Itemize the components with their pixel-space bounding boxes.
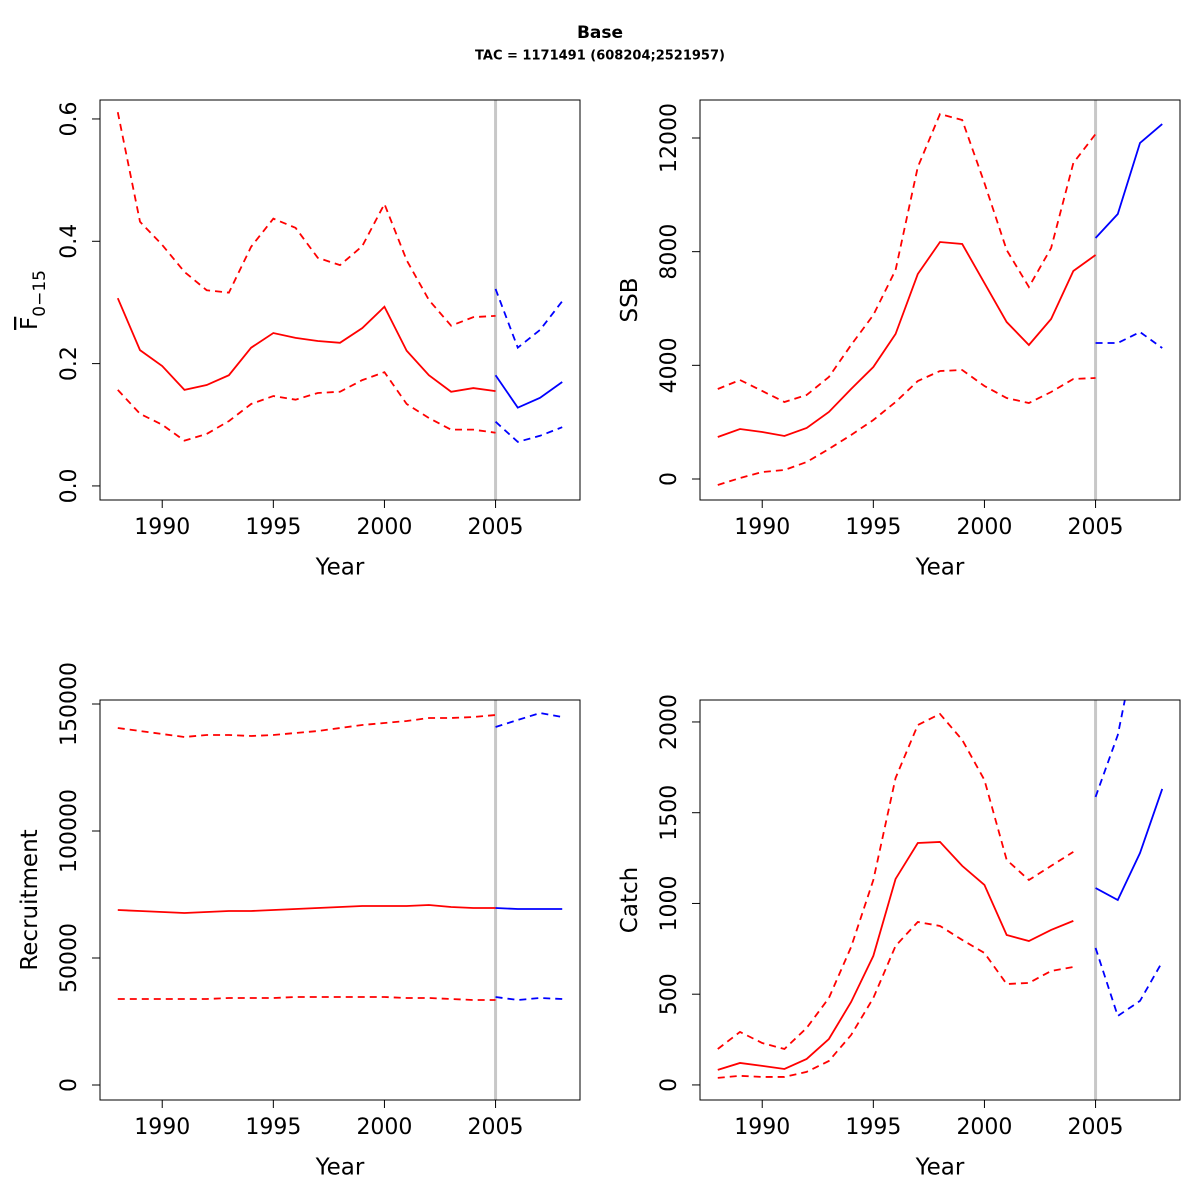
x-axis-label: Year bbox=[315, 555, 365, 581]
x-tick-label: 1990 bbox=[134, 515, 190, 540]
x-tick-label: 2005 bbox=[1068, 1115, 1124, 1140]
figure-title: Base bbox=[577, 23, 623, 43]
series-line bbox=[717, 712, 1074, 1051]
y-axis-label-sub: 0−15 bbox=[30, 270, 50, 317]
x-tick-label: 1995 bbox=[845, 515, 901, 540]
y-axis-label: F0−15 bbox=[17, 270, 51, 330]
y-tick-label: 8000 bbox=[657, 224, 682, 280]
x-tick-label: 1990 bbox=[734, 1115, 790, 1140]
x-tick-label: 1990 bbox=[734, 515, 790, 540]
y-tick-label: 0.4 bbox=[57, 224, 82, 259]
series-line bbox=[1094, 123, 1163, 239]
x-axis-label: Year bbox=[915, 1155, 965, 1181]
panel: 1990 1995 2000 2005 Year 0 4000 8000 12000 SSB bbox=[617, 99, 1181, 581]
series-line bbox=[117, 904, 496, 914]
y-axis-label-main: F bbox=[17, 317, 43, 330]
series-line bbox=[116, 112, 496, 327]
y-axis-label: Catch bbox=[617, 867, 643, 933]
x-tick-label: 1995 bbox=[245, 515, 301, 540]
series-line bbox=[494, 374, 563, 409]
series-line bbox=[116, 297, 496, 393]
series-line bbox=[1095, 330, 1163, 349]
y-tick-label: 0 bbox=[657, 472, 682, 486]
y-tick-label: 100000 bbox=[57, 789, 82, 873]
figure-subtitle: TAC = 1171491 (608204;2521957) bbox=[475, 49, 725, 64]
panel: 1990 1995 2000 2005 Year 0 50000 100000 150000 Re… bbox=[17, 662, 581, 1181]
y-tick-label: 0.6 bbox=[57, 101, 82, 136]
panel: 1990 1995 2000 2005 Year 0 500 1000 1500 2000 Catc… bbox=[617, 694, 1181, 1181]
series-line bbox=[1094, 947, 1164, 1018]
x-tick-label: 2005 bbox=[1068, 515, 1124, 540]
series-line bbox=[494, 421, 563, 443]
y-axis-label: Recruitment bbox=[17, 829, 43, 970]
y-tick-label: 1000 bbox=[657, 875, 682, 931]
y-axis-label-main: Recruitment bbox=[17, 829, 43, 970]
series-line bbox=[717, 241, 1097, 438]
x-axis-label: Year bbox=[915, 555, 965, 581]
y-tick-label: 50000 bbox=[57, 923, 82, 993]
x-axis-label: Year bbox=[315, 1155, 365, 1181]
series-line bbox=[117, 371, 496, 442]
y-tick-label: 150000 bbox=[57, 662, 82, 746]
series-line bbox=[1094, 700, 1126, 798]
x-tick-label: 2000 bbox=[356, 515, 412, 540]
x-tick-label: 1995 bbox=[245, 1115, 301, 1140]
x-tick-label: 2005 bbox=[468, 1115, 524, 1140]
y-tick-label: 1500 bbox=[657, 785, 682, 841]
y-tick-label: 0.0 bbox=[57, 468, 82, 503]
y-axis-label: SSB bbox=[617, 278, 643, 323]
series-line bbox=[117, 996, 496, 1001]
series-line bbox=[1095, 788, 1164, 902]
series-line bbox=[117, 714, 496, 738]
series-group bbox=[717, 700, 1164, 1079]
series-line bbox=[494, 288, 563, 350]
x-tick-label: 2000 bbox=[356, 1115, 412, 1140]
y-tick-label: 4000 bbox=[657, 337, 682, 393]
y-tick-label: 12000 bbox=[657, 103, 682, 173]
series-group bbox=[116, 112, 563, 443]
series-group bbox=[117, 712, 563, 1001]
y-axis-label-main: SSB bbox=[617, 278, 643, 323]
y-tick-label: 2000 bbox=[657, 694, 682, 750]
x-tick-label: 2000 bbox=[956, 1115, 1012, 1140]
x-tick-label: 2000 bbox=[956, 515, 1012, 540]
series-line bbox=[717, 369, 1096, 486]
y-tick-label: 500 bbox=[657, 973, 682, 1015]
y-tick-label: 0 bbox=[57, 1078, 82, 1092]
panel: 1990 1995 2000 2005 Year 0.0 0.2 0.4 0.6 F0−15 bbox=[17, 99, 581, 581]
y-axis-label-main: Catch bbox=[617, 867, 643, 933]
series-line bbox=[717, 841, 1074, 1071]
series-line bbox=[495, 907, 563, 910]
series-line bbox=[717, 112, 1097, 403]
series-line bbox=[717, 920, 1074, 1079]
x-tick-label: 2005 bbox=[468, 515, 524, 540]
y-tick-label: 0.2 bbox=[57, 346, 82, 381]
x-tick-label: 1995 bbox=[845, 1115, 901, 1140]
y-tick-label: 0 bbox=[657, 1078, 682, 1092]
x-tick-label: 1990 bbox=[134, 1115, 190, 1140]
series-group bbox=[717, 112, 1163, 486]
